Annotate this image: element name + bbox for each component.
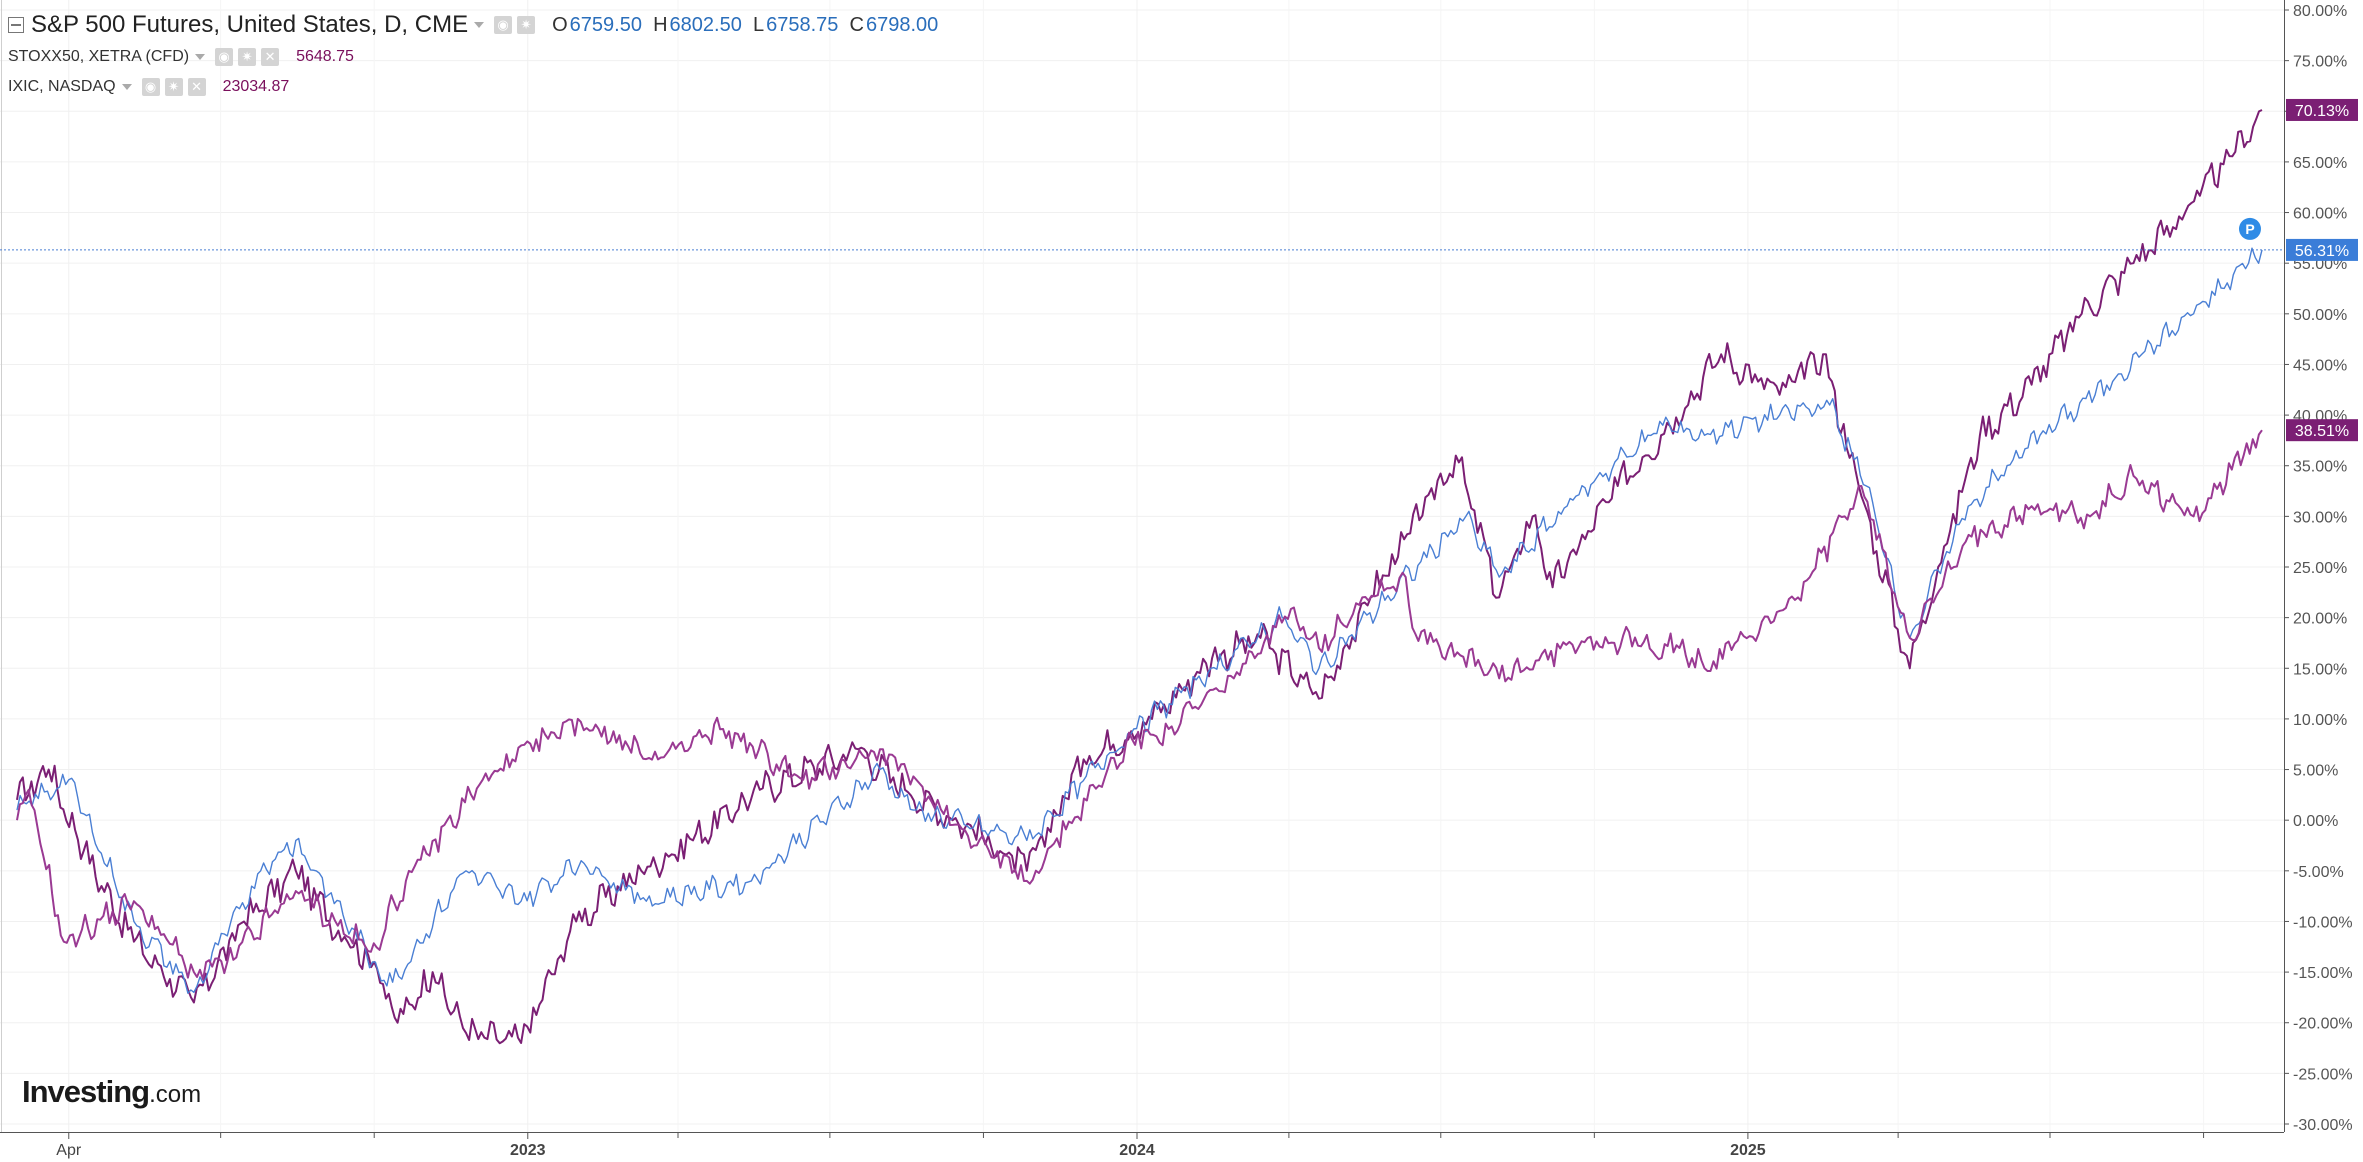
chart-legend: S&P 500 Futures, United States, D, CME ◉…	[8, 8, 938, 102]
y-tick-label: 30.00%	[2293, 509, 2347, 526]
open-key: O	[552, 13, 568, 36]
y-tick-label: -10.00%	[2293, 914, 2353, 931]
y-tick-label: 65.00%	[2293, 155, 2347, 172]
logo-suffix: .com	[149, 1081, 202, 1108]
close-key: C	[849, 13, 864, 36]
high-value: 6802.50	[669, 13, 742, 36]
chevron-down-icon[interactable]	[121, 84, 132, 90]
visibility-icon[interactable]: ◉	[141, 78, 160, 96]
y-tick-label: -30.00%	[2293, 1117, 2353, 1134]
comparison-last-value: 5648.75	[296, 48, 354, 65]
gear-icon[interactable]: ✷	[238, 48, 257, 66]
x-tick-label: 2025	[1730, 1142, 1766, 1159]
legend-row-sp500: S&P 500 Futures, United States, D, CME ◉…	[8, 8, 938, 42]
y-tick-label: 45.00%	[2293, 357, 2347, 374]
y-tick-label: -15.00%	[2293, 965, 2353, 982]
y-tick-label: 75.00%	[2293, 54, 2347, 71]
y-tick-label: 0.00%	[2293, 813, 2338, 830]
last-value-badge	[2286, 98, 2358, 121]
y-tick-label: 10.00%	[2293, 712, 2347, 729]
series-line	[16, 247, 2263, 994]
price-marker[interactable]: P	[2238, 217, 2261, 240]
collapse-legend-icon[interactable]	[8, 17, 24, 33]
x-axis-ticks: Apr 2023 2024 2025	[56, 1132, 2205, 1159]
x-tick-label: 2023	[510, 1142, 546, 1159]
last-value-label: 38.51%	[2295, 423, 2349, 440]
last-value-labels: 70.13% 56.31% 38.51%	[2286, 98, 2358, 442]
investing-logo: Investing.com	[22, 1074, 201, 1110]
last-value-label: 56.31%	[2295, 243, 2349, 260]
y-tick-label: 80.00%	[2293, 3, 2347, 20]
y-tick-label: 35.00%	[2293, 459, 2347, 476]
comparison-title: IXIC, NASDAQ	[8, 78, 116, 95]
y-tick-label: 60.00%	[2293, 206, 2347, 223]
ohlc-values: O 6759.50 H 6802.50 L 6758.75 C 6798.00	[552, 14, 938, 37]
close-icon[interactable]: ✕	[187, 78, 206, 96]
series-line	[16, 429, 2263, 981]
series-layer	[16, 109, 2263, 1045]
x-tick-label: Apr	[56, 1142, 82, 1159]
y-tick-label: 15.00%	[2293, 661, 2347, 678]
logo-name: Investing	[22, 1074, 150, 1109]
last-value-badge	[2286, 419, 2358, 442]
close-value: 6798.00	[865, 13, 939, 36]
x-tick-label: 2024	[1119, 1142, 1155, 1159]
chart-grid	[0, 0, 2284, 1132]
low-key: L	[752, 13, 765, 36]
last-value-label: 70.13%	[2295, 103, 2349, 120]
legend-row-stoxx50: STOXX50, XETRA (CFD) ◉ ✷ ✕ 5648.75	[8, 42, 938, 72]
high-key: H	[653, 13, 668, 36]
low-value: 6758.75	[766, 13, 839, 36]
y-tick-label: 25.00%	[2293, 560, 2347, 577]
y-tick-label: -5.00%	[2293, 864, 2344, 881]
visibility-icon[interactable]: ◉	[494, 16, 513, 34]
comparison-title: STOXX50, XETRA (CFD)	[8, 48, 190, 65]
close-icon[interactable]: ✕	[261, 48, 280, 66]
main-series-title: S&P 500 Futures, United States, D, CME	[31, 11, 469, 38]
y-tick-label: 50.00%	[2293, 307, 2347, 324]
y-tick-label: -25.00%	[2293, 1066, 2353, 1083]
y-tick-label: -20.00%	[2293, 1016, 2353, 1033]
chevron-down-icon[interactable]	[474, 22, 485, 28]
series-line	[16, 109, 2263, 1045]
chevron-down-icon[interactable]	[195, 54, 206, 60]
price-marker-label: P	[2245, 221, 2254, 237]
y-tick-label: 5.00%	[2293, 763, 2338, 780]
legend-row-ixic: IXIC, NASDAQ ◉ ✷ ✕ 23034.87	[8, 72, 938, 102]
y-tick-label: 20.00%	[2293, 611, 2347, 628]
visibility-icon[interactable]: ◉	[215, 48, 234, 66]
last-value-badge	[2286, 238, 2358, 261]
comparison-last-value: 23034.87	[222, 78, 290, 95]
y-axis-ticks: 80.00%75.00%70.00%65.00%60.00%55.00%50.0…	[2284, 3, 2353, 1134]
gear-icon[interactable]: ✷	[164, 78, 183, 96]
gear-icon[interactable]: ✷	[517, 16, 536, 34]
open-value: 6759.50	[569, 13, 642, 36]
